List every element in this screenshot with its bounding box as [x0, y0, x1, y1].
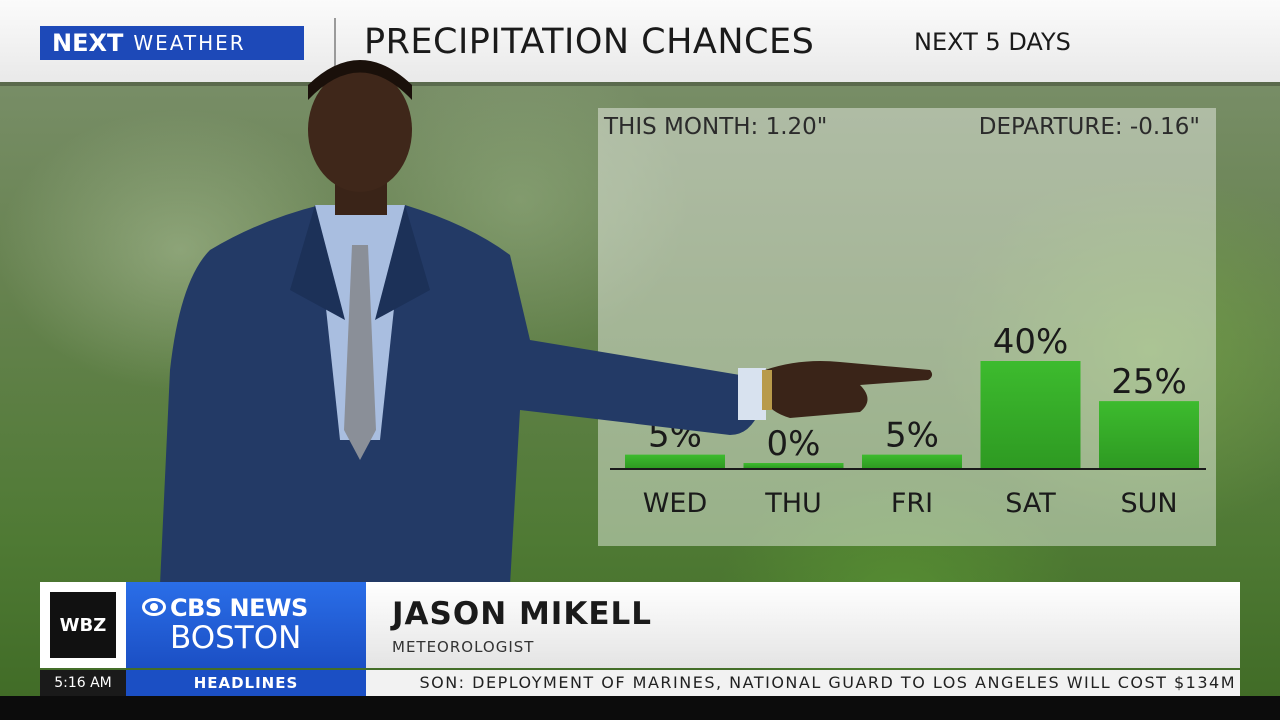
ticker-text-wrap: SON: DEPLOYMENT OF MARINES, NATIONAL GUA…	[366, 670, 1240, 696]
value-label-thu: 0%	[767, 424, 821, 464]
ticker-time: 5:16 AM	[40, 670, 126, 696]
cbs-news-boston-block: CBS NEWS BOSTON	[126, 582, 366, 668]
chart-title: PRECIPITATION CHANCES	[364, 22, 815, 62]
bar-fri	[862, 454, 962, 468]
value-label-fri: 5%	[885, 416, 939, 456]
name-plate: JASON MIKELL METEOROLOGIST	[366, 582, 1240, 668]
value-label-sun: 25%	[1111, 362, 1187, 402]
value-label-sat: 40%	[993, 322, 1069, 362]
cbs-eye-icon	[142, 598, 166, 616]
tick-label-fri: FRI	[891, 488, 933, 519]
tick-label-sat: SAT	[1005, 488, 1056, 519]
presenter-figure	[160, 60, 933, 585]
news-ticker: 5:16 AM HEADLINES SON: DEPLOYMENT OF MAR…	[40, 670, 1240, 696]
header-bar: NEXT WEATHER PRECIPITATION CHANCES NEXT …	[0, 0, 1280, 86]
tick-label-thu: THU	[764, 488, 822, 519]
ticker-section: HEADLINES	[126, 670, 366, 696]
network-label: CBS NEWS	[170, 594, 308, 622]
ticker-headline: SON: DEPLOYMENT OF MARINES, NATIONAL GUA…	[419, 673, 1236, 692]
this-month-stat: THIS MONTH: 1.20"	[604, 114, 828, 140]
logo-weather: WEATHER	[133, 31, 246, 55]
bar-sat	[980, 361, 1081, 468]
bar-thu	[743, 463, 844, 468]
header-shadow	[0, 82, 1280, 86]
next-weather-logo: NEXT WEATHER	[40, 26, 304, 60]
bar-wed	[625, 454, 725, 468]
tick-label-wed: WED	[643, 488, 708, 519]
presenter-name: JASON MIKELL	[392, 596, 653, 632]
departure-stat: DEPARTURE: -0.16"	[978, 114, 1200, 140]
precip-chart-panel: THIS MONTH: 1.20" DEPARTURE: -0.16" 5% WE…	[598, 108, 1216, 546]
wbz-badge: WBZ	[40, 582, 126, 668]
bottom-bar	[0, 696, 1280, 720]
wbz-label: WBZ	[50, 592, 116, 658]
city-label: BOSTON	[170, 620, 302, 656]
bar-sun	[1099, 401, 1199, 468]
tick-label-sun: SUN	[1120, 488, 1177, 519]
logo-next: NEXT	[52, 29, 124, 57]
header-divider	[334, 18, 336, 68]
presenter-role: METEOROLOGIST	[392, 638, 535, 656]
chart-subtitle: NEXT 5 DAYS	[914, 28, 1071, 56]
